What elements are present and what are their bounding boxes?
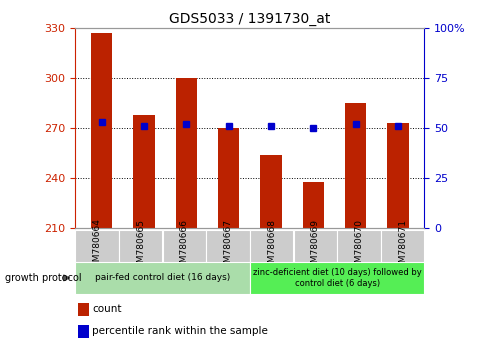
Bar (293, 230, 336, 262)
Bar (175, 78, 197, 228)
Text: count: count (92, 304, 121, 314)
Bar (75, 230, 119, 262)
Bar (344, 103, 365, 228)
Bar (260, 155, 281, 228)
Bar (336, 230, 380, 262)
Bar (162, 230, 206, 262)
Text: pair-fed control diet (16 days): pair-fed control diet (16 days) (95, 273, 229, 282)
Text: GSM780664: GSM780664 (92, 218, 101, 274)
Bar (302, 182, 323, 228)
Text: GSM780665: GSM780665 (136, 218, 145, 274)
Text: GSM780670: GSM780670 (354, 218, 363, 274)
Text: GSM780666: GSM780666 (180, 218, 188, 274)
Bar (387, 123, 408, 228)
Text: GSM780669: GSM780669 (310, 218, 319, 274)
Bar (91, 33, 112, 228)
Bar (133, 115, 154, 228)
Bar (75, 262, 249, 294)
Text: GSM780671: GSM780671 (397, 218, 406, 274)
Text: percentile rank within the sample: percentile rank within the sample (92, 326, 268, 336)
Bar (249, 230, 293, 262)
Title: GDS5033 / 1391730_at: GDS5033 / 1391730_at (169, 12, 330, 26)
Text: GSM780668: GSM780668 (267, 218, 275, 274)
Text: GSM780667: GSM780667 (223, 218, 232, 274)
Text: zinc-deficient diet (10 days) followed by
control diet (6 days): zinc-deficient diet (10 days) followed b… (252, 268, 421, 287)
Bar (380, 230, 424, 262)
Bar (218, 129, 239, 228)
Text: growth protocol: growth protocol (5, 273, 81, 283)
Bar (249, 262, 424, 294)
Bar (206, 230, 249, 262)
Bar (77, 303, 89, 316)
Bar (77, 325, 89, 338)
Bar (119, 230, 162, 262)
